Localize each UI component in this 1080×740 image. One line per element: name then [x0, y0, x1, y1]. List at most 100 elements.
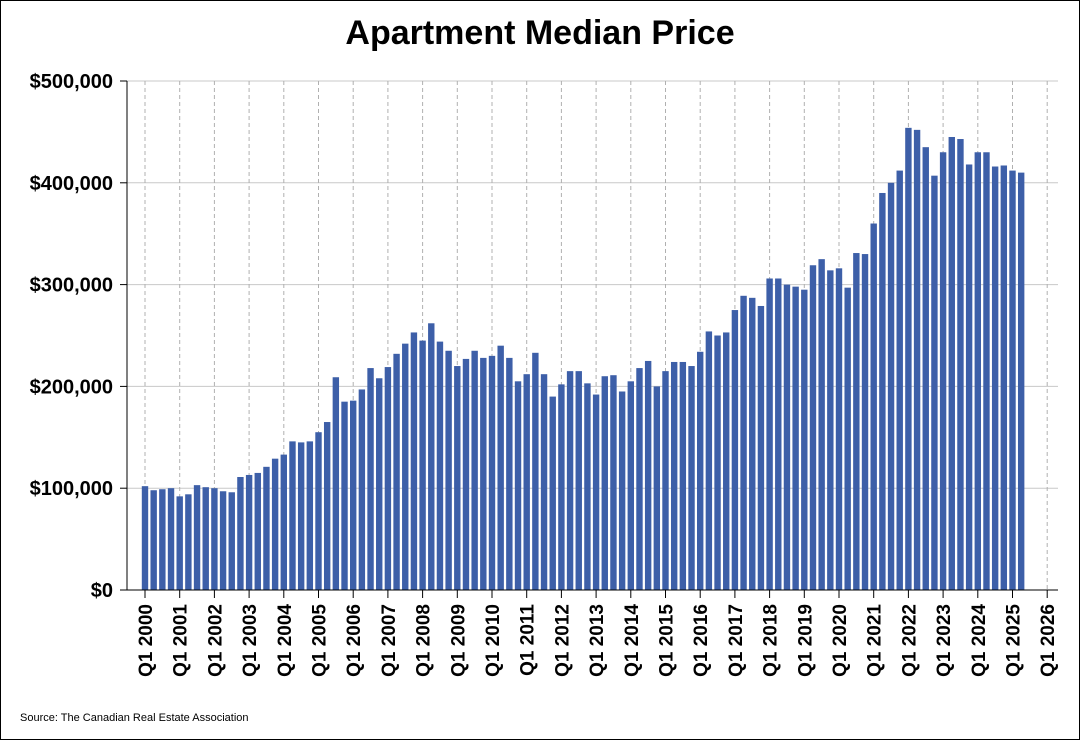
bar	[566, 371, 574, 590]
x-tick-label: Q1 2017	[726, 604, 747, 677]
x-tick-label: Q1 2007	[379, 604, 400, 677]
x-tick-label: Q1 2006	[344, 604, 365, 677]
bar	[896, 170, 903, 591]
bar	[1009, 170, 1016, 591]
axes	[120, 80, 1058, 598]
bar	[792, 286, 799, 590]
bars	[141, 127, 1025, 591]
bar	[323, 422, 331, 590]
chart-title: Apartment Median Price	[345, 14, 735, 52]
y-tick-label: $500,000	[30, 71, 113, 93]
bar	[913, 129, 921, 590]
bar	[853, 253, 860, 591]
y-tick-label: $300,000	[30, 275, 113, 297]
bar	[506, 357, 513, 590]
x-tick-label: Q1 2020	[830, 604, 851, 677]
bar	[983, 152, 990, 590]
x-tick-label: Q1 2022	[899, 604, 920, 677]
bar	[428, 323, 435, 590]
bar	[497, 345, 504, 590]
bar	[367, 368, 374, 590]
bar	[974, 152, 981, 590]
bar	[211, 488, 218, 590]
bar	[835, 268, 843, 590]
bar	[957, 139, 964, 590]
x-tick-label: Q1 2004	[275, 604, 296, 677]
bar	[653, 386, 661, 590]
bar	[749, 297, 756, 590]
bar	[870, 223, 877, 590]
bar	[610, 375, 617, 590]
bar	[150, 490, 157, 590]
bar	[445, 350, 452, 590]
x-tick-label: Q1 2011	[518, 604, 539, 676]
bar	[636, 368, 643, 590]
x-tick-label: Q1 2009	[448, 604, 469, 677]
x-tick-label: Q1 2021	[865, 604, 886, 677]
bar	[991, 166, 999, 590]
bar	[540, 374, 548, 590]
source-note: Source: The Canadian Real Estate Associa…	[20, 712, 249, 724]
bar	[827, 270, 834, 590]
x-tick-label: Q1 2014	[622, 604, 643, 677]
bar	[480, 357, 487, 590]
x-tick-label: Q1 2016	[691, 604, 712, 677]
x-tick-label: Q1 2025	[1004, 604, 1025, 677]
bar	[271, 458, 279, 590]
bar	[939, 152, 947, 590]
bar	[254, 472, 261, 590]
x-tick-label: Q1 2013	[587, 604, 608, 677]
bar	[818, 259, 825, 590]
bar	[167, 488, 175, 590]
bar	[185, 494, 192, 590]
x-tick-label: Q1 2005	[310, 604, 331, 677]
bar	[731, 310, 739, 590]
x-tick-label: Q1 2002	[205, 604, 226, 677]
bar	[887, 182, 895, 591]
bar	[488, 355, 496, 590]
y-tick-label: $200,000	[30, 376, 113, 398]
bar	[219, 491, 227, 590]
bar	[393, 353, 400, 590]
bar	[523, 374, 530, 590]
bar	[705, 331, 713, 590]
bar	[783, 284, 791, 590]
bar	[306, 441, 314, 590]
bar	[402, 343, 409, 590]
bar	[384, 367, 392, 590]
x-tick-label: Q1 2012	[552, 604, 573, 677]
bar	[245, 474, 253, 590]
y-tick-label: $400,000	[30, 173, 113, 195]
bar	[315, 432, 322, 590]
bar	[202, 487, 209, 590]
bar	[575, 371, 582, 590]
bar	[358, 389, 366, 590]
bar	[1000, 165, 1008, 590]
bar	[228, 492, 235, 590]
bar	[662, 371, 669, 590]
bar	[532, 352, 539, 590]
bar	[592, 394, 600, 590]
bar	[601, 376, 608, 590]
bar	[471, 350, 478, 590]
bar	[688, 366, 695, 590]
bar	[740, 295, 747, 590]
y-tick-label: $0	[91, 580, 113, 602]
x-tick-label: Q1 2003	[240, 604, 261, 677]
bar	[159, 489, 166, 590]
bar	[289, 441, 296, 590]
x-tick-label: Q1 2026	[1038, 604, 1059, 677]
bar	[558, 384, 565, 590]
bar	[350, 400, 357, 590]
bar	[948, 136, 955, 591]
x-tick-label: Q1 2019	[795, 604, 816, 677]
bar	[237, 477, 244, 590]
bar	[644, 360, 652, 590]
x-tick-label: Q1 2000	[136, 604, 157, 677]
x-tick-label: Q1 2001	[171, 604, 192, 677]
bar	[670, 361, 678, 590]
bar	[280, 454, 287, 590]
y-axis-tick-labels: $0 $100,000 $200,000 $300,000 $400,000 $500,0…	[30, 71, 113, 602]
x-tick-label: Q1 2023	[934, 604, 955, 677]
